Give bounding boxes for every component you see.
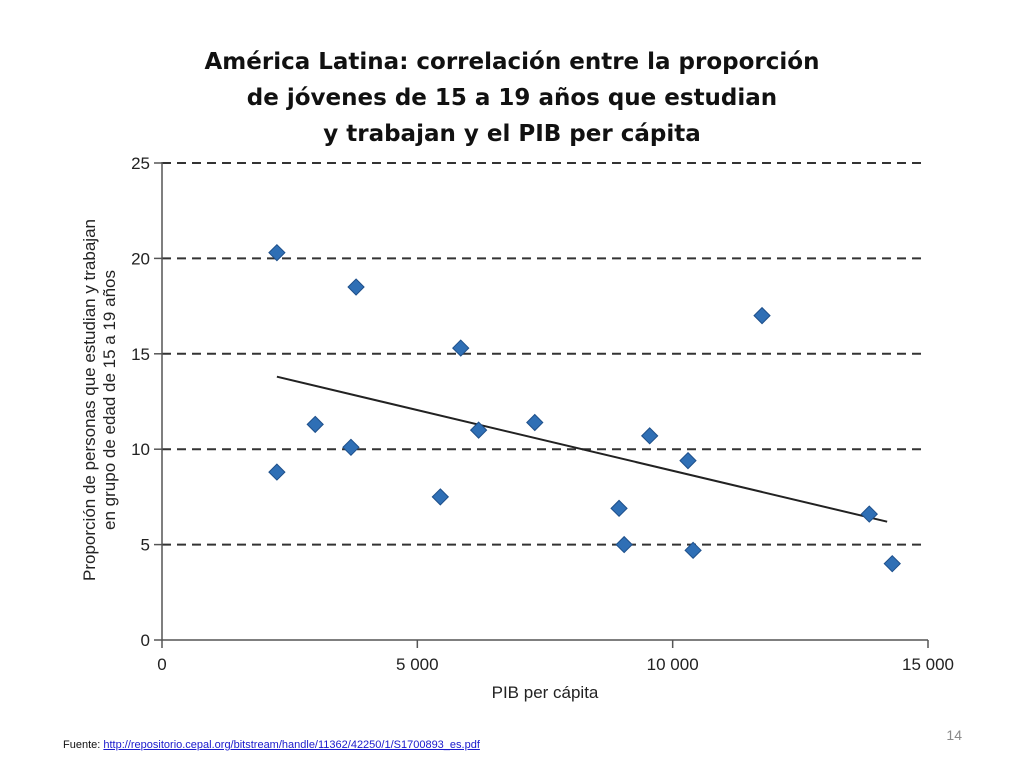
y-tick-label-25: 25 bbox=[131, 154, 150, 173]
tick-labels: 0 5 10 15 20 25 0 5 000 10 000 15 000 bbox=[131, 154, 954, 674]
chart-title-line-3: y trabajan y el PIB per cápita bbox=[323, 121, 701, 147]
data-points bbox=[268, 243, 901, 573]
y-axis-label-line-1: Proporción de personas que estudian y tr… bbox=[80, 219, 99, 581]
y-tick-label-5: 5 bbox=[141, 536, 150, 555]
page-number: 14 bbox=[946, 727, 962, 743]
data-point-7 bbox=[452, 339, 470, 357]
x-tick-label-0: 0 bbox=[157, 655, 166, 674]
data-point-15 bbox=[753, 306, 771, 325]
data-point-14 bbox=[684, 541, 702, 560]
data-point-6 bbox=[431, 488, 450, 506]
grid-lines bbox=[162, 162, 922, 546]
data-point-5 bbox=[347, 278, 365, 296]
data-point-9 bbox=[526, 413, 544, 432]
y-axis-label: Proporción de personas que estudian y tr… bbox=[80, 219, 119, 581]
y-tick-label-15: 15 bbox=[131, 345, 150, 364]
data-point-17 bbox=[883, 554, 901, 573]
data-point-2 bbox=[268, 463, 286, 481]
x-axis-label: PIB per cápita bbox=[492, 683, 599, 702]
data-point-10 bbox=[610, 499, 628, 518]
x-tick-label-15000: 15 000 bbox=[902, 655, 954, 674]
data-point-13 bbox=[679, 451, 697, 470]
data-point-8 bbox=[469, 421, 488, 439]
data-point-12 bbox=[640, 427, 659, 445]
chart-title: América Latina: correlación entre la pro… bbox=[0, 44, 1024, 152]
x-tick-label-10000: 10 000 bbox=[647, 655, 699, 674]
axes bbox=[154, 162, 929, 648]
data-point-4 bbox=[342, 438, 360, 456]
source-note: Fuente: http://repositorio.cepal.org/bit… bbox=[63, 739, 480, 751]
data-point-16 bbox=[860, 505, 878, 523]
data-point-3 bbox=[306, 415, 324, 434]
y-tick-label-0: 0 bbox=[141, 631, 150, 650]
data-point-11 bbox=[615, 535, 633, 554]
source-prefix: Fuente: bbox=[63, 739, 101, 751]
trend-line-group bbox=[276, 375, 888, 523]
y-tick-label-20: 20 bbox=[131, 249, 150, 268]
trend-line bbox=[276, 375, 888, 523]
y-axis-label-line-2: en grupo de edad de 15 a 19 años bbox=[100, 270, 119, 530]
chart-title-line-2: de jóvenes de 15 a 19 años que estudian bbox=[246, 85, 778, 111]
data-point-1 bbox=[268, 243, 286, 262]
chart-title-line-1: América Latina: correlación entre la pro… bbox=[204, 49, 820, 75]
x-tick-label-5000: 5 000 bbox=[396, 655, 439, 674]
source-link[interactable]: http://repositorio.cepal.org/bitstream/h… bbox=[103, 739, 480, 751]
y-tick-label-10: 10 bbox=[131, 440, 150, 459]
